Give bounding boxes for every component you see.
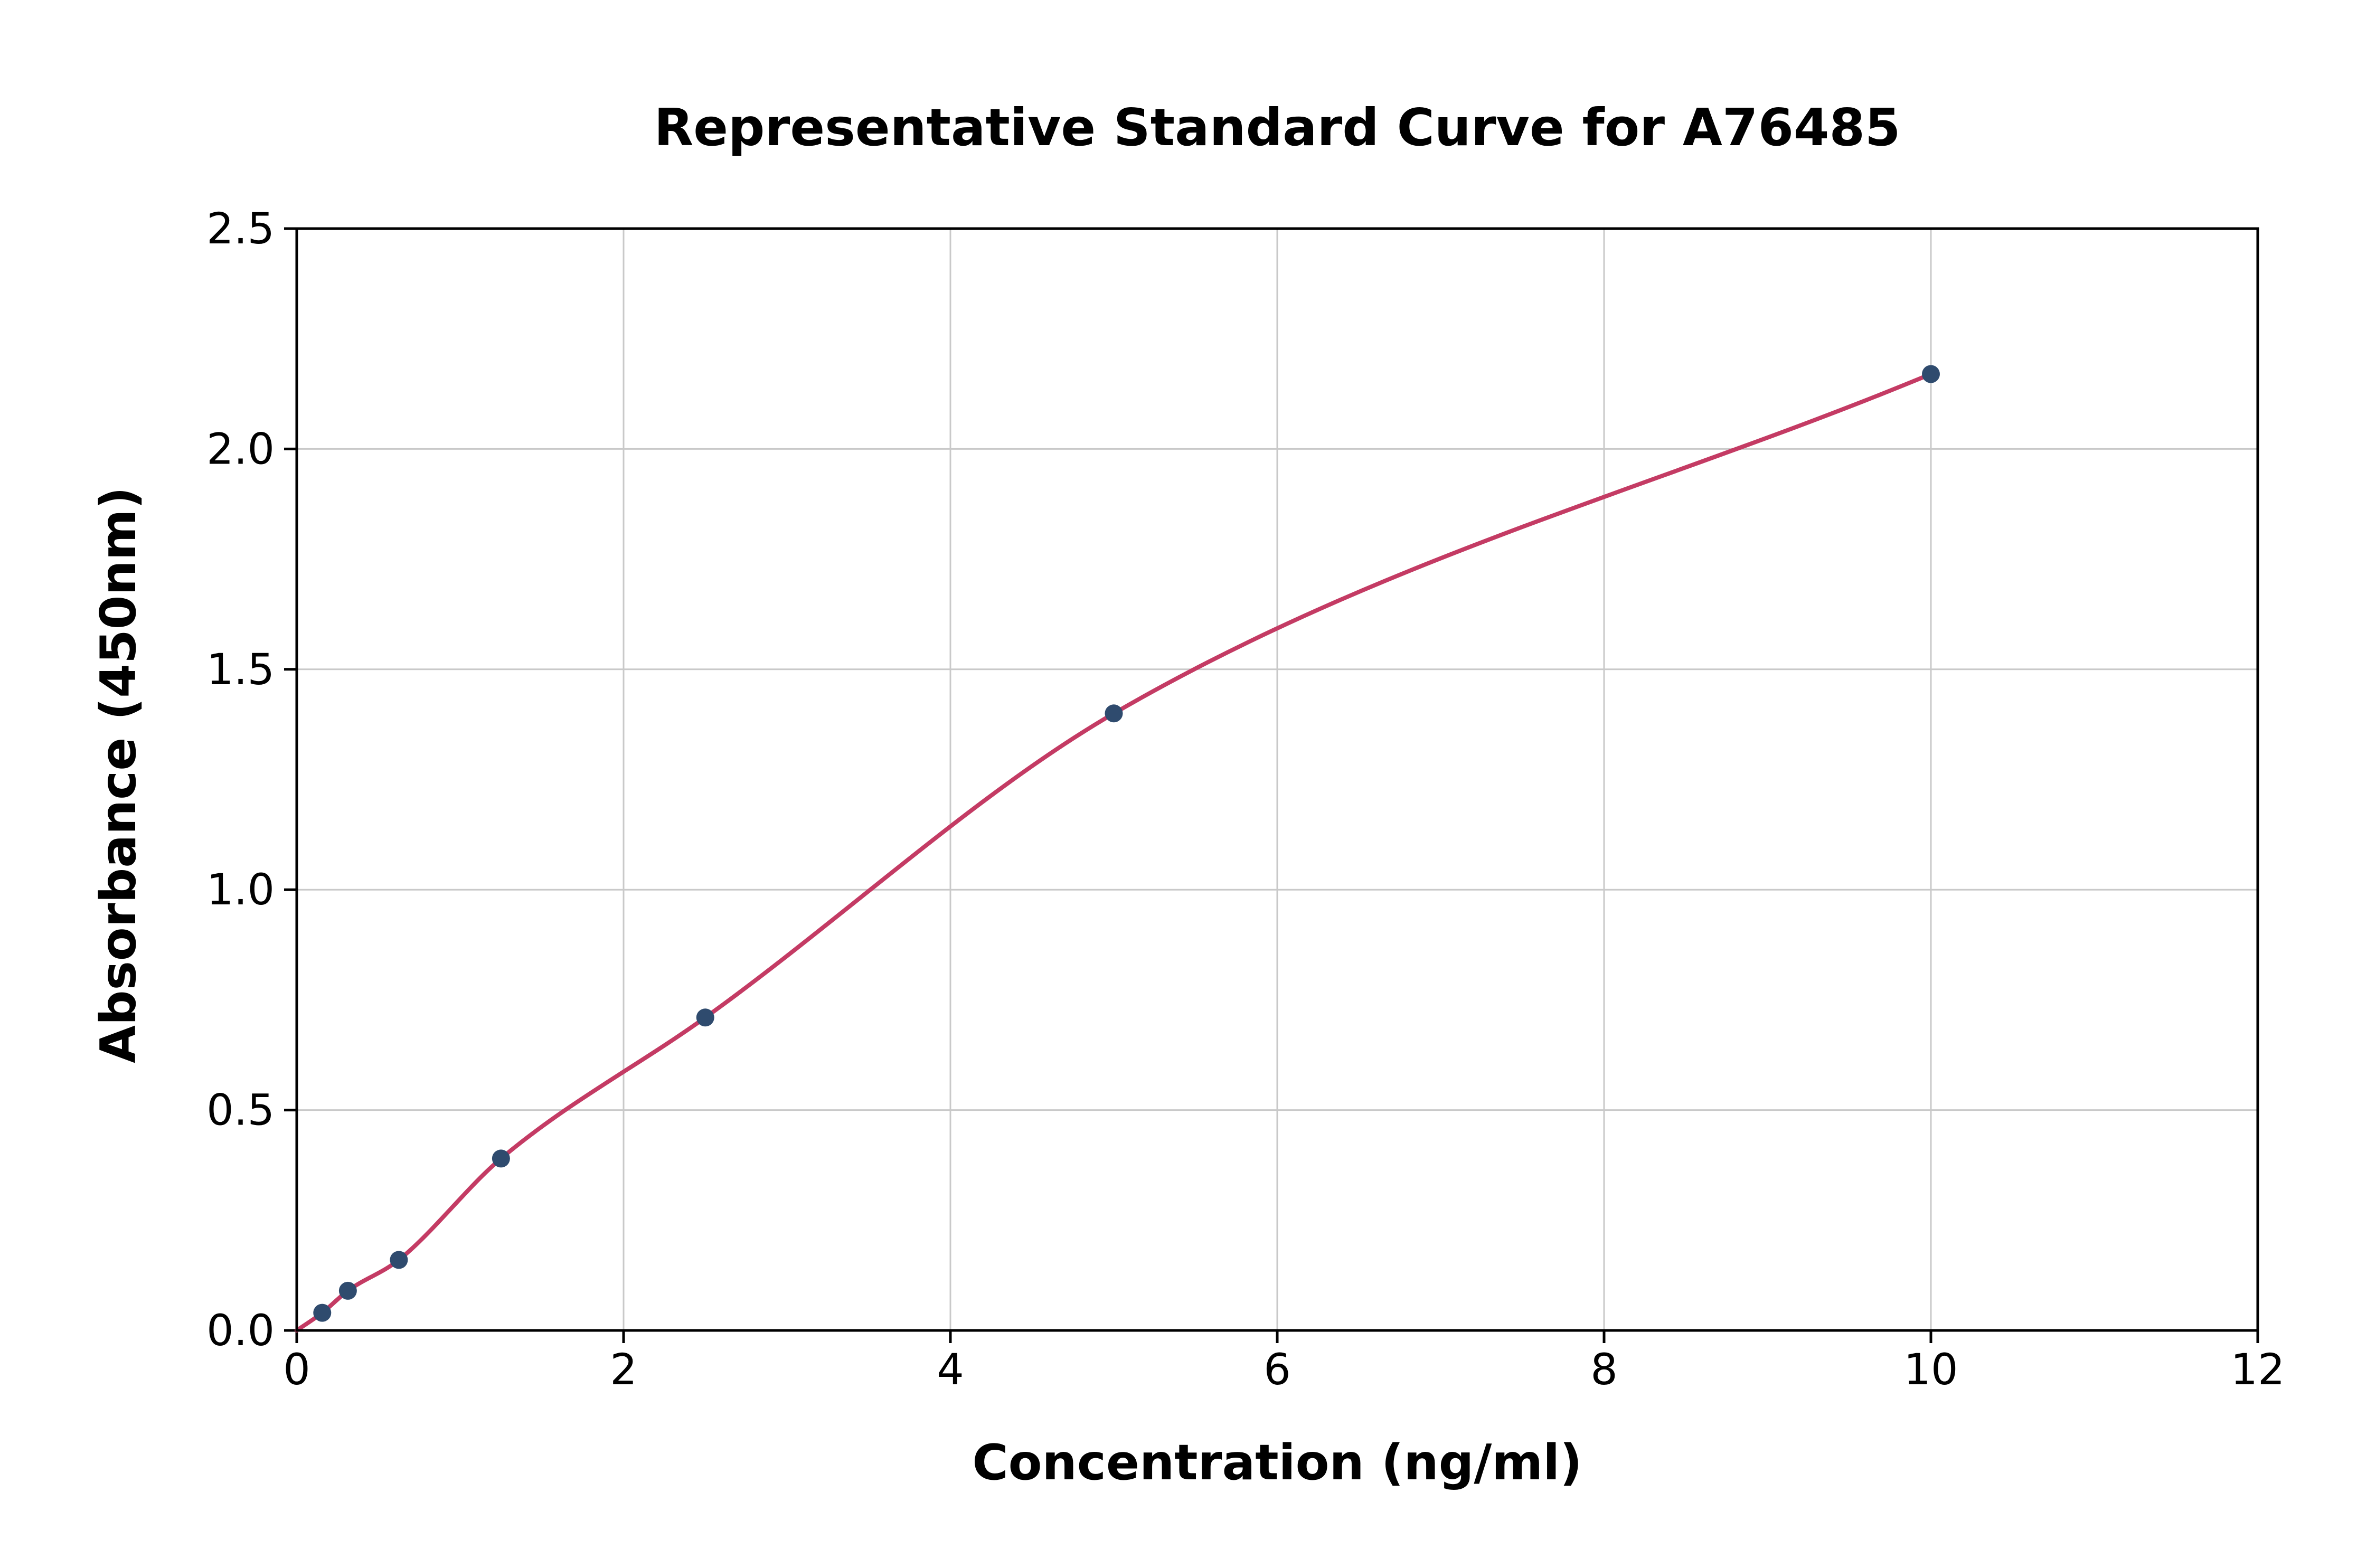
y-tick-label: 1.5 (206, 645, 275, 695)
x-tick-label: 6 (1264, 1345, 1291, 1395)
fit-curve (295, 372, 1933, 1333)
x-tick-label: 2 (610, 1345, 637, 1395)
y-tick-label: 0.0 (206, 1306, 275, 1356)
x-tick-label: 8 (1590, 1345, 1618, 1395)
x-axis-label: Concentration (ng/ml) (972, 1434, 1582, 1491)
data-point (492, 1149, 510, 1168)
y-tick-label: 0.5 (206, 1086, 275, 1136)
data-point (696, 1008, 714, 1027)
data-point (338, 1281, 357, 1300)
y-tick-label: 2.5 (206, 204, 275, 254)
x-tick-label: 4 (937, 1345, 964, 1395)
x-tick-label: 10 (1903, 1345, 1958, 1395)
x-tick-label: 12 (2230, 1345, 2285, 1395)
y-tick-label: 1.0 (206, 865, 275, 915)
data-point (1105, 704, 1123, 723)
data-point (390, 1251, 408, 1269)
y-axis-label: Absorbance (450nm) (90, 486, 147, 1064)
y-tick-label: 2.0 (206, 424, 275, 474)
chart-title: Representative Standard Curve for A76485 (654, 98, 1901, 157)
data-point (1922, 365, 1940, 383)
data-point (313, 1303, 332, 1322)
x-tick-label: 0 (283, 1345, 310, 1395)
plot-border (295, 227, 2259, 1332)
